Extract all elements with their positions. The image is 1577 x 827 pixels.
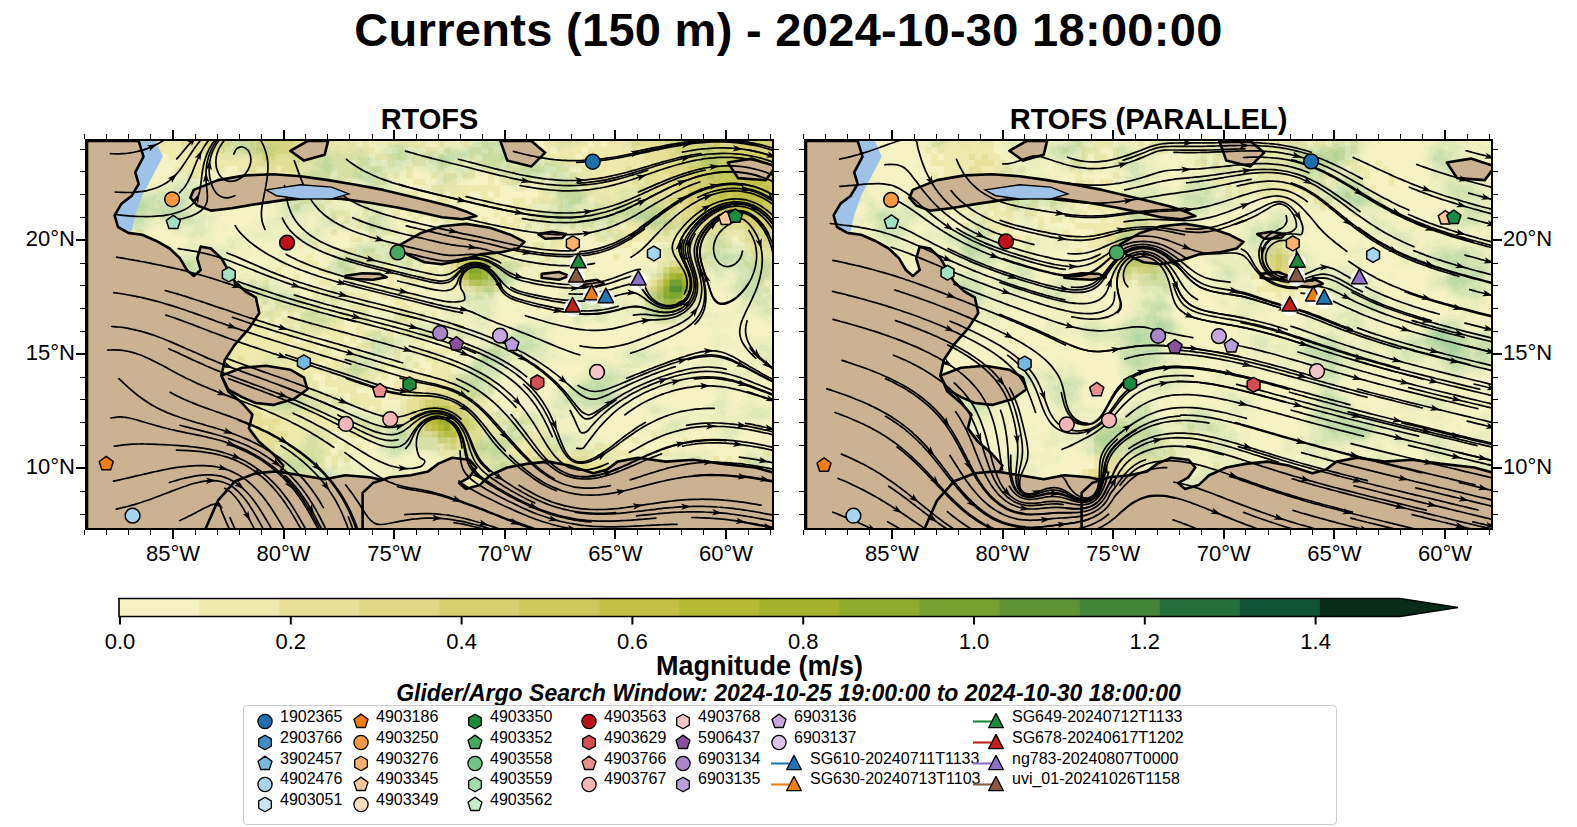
svg-text:0.2: 0.2 xyxy=(276,629,307,654)
svg-text:1.2: 1.2 xyxy=(1130,629,1161,654)
svg-text:0.6: 0.6 xyxy=(617,629,648,654)
svg-text:1.0: 1.0 xyxy=(959,629,990,654)
svg-text:1.4: 1.4 xyxy=(1300,629,1331,654)
svg-text:0.0: 0.0 xyxy=(105,629,136,654)
svg-text:0.4: 0.4 xyxy=(446,629,477,654)
svg-text:Magnitude (m/s): Magnitude (m/s) xyxy=(656,651,863,681)
